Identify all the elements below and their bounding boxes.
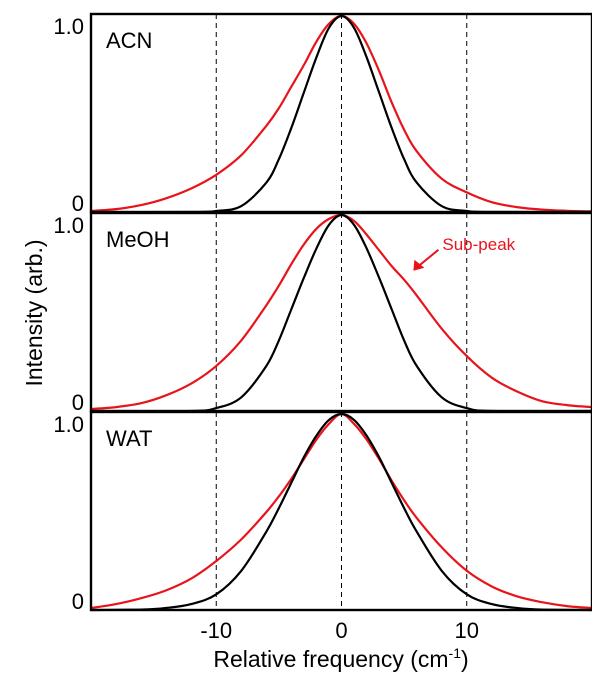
y-tick-label-top: 1.0 xyxy=(53,14,84,39)
panel-frame xyxy=(89,410,592,612)
x-axis-title-superscript: -1 xyxy=(449,645,462,661)
y-tick-label-top: 1.0 xyxy=(53,412,84,437)
black-series-line xyxy=(90,412,592,612)
x-axis-title: Relative frequency (cm-1) xyxy=(213,645,468,672)
black-series-line xyxy=(90,213,592,413)
black-series-line xyxy=(90,14,592,214)
panel-acn: ACN 1.0 0 xyxy=(53,12,592,216)
x-tick-label: -10 xyxy=(200,618,232,643)
panel-meoh: MeOH 1.0 0 Sub-peak xyxy=(53,211,592,415)
y-tick-label-top: 1.0 xyxy=(53,213,84,238)
panel-label: ACN xyxy=(106,28,152,53)
panel-label: MeOH xyxy=(106,227,170,252)
y-axis-title: Intensity (arb.) xyxy=(21,240,47,387)
y-tick-label-bottom: 0 xyxy=(72,191,84,216)
x-tick-labels: -10 0 10 xyxy=(200,618,479,643)
y-tick-label-bottom: 0 xyxy=(72,589,84,614)
x-axis-title-main: Relative frequency (cm xyxy=(213,646,448,672)
sub-peak-arrow-head xyxy=(413,259,425,271)
panel-wat: WAT 1.0 0 xyxy=(53,410,592,614)
x-tick-label: 10 xyxy=(455,618,479,643)
sub-peak-annotation: Sub-peak xyxy=(442,235,515,254)
y-tick-label-bottom: 0 xyxy=(72,390,84,415)
x-axis-title-suffix: ) xyxy=(461,646,469,672)
panel-label: WAT xyxy=(106,426,152,451)
x-tick-label: 0 xyxy=(335,618,347,643)
